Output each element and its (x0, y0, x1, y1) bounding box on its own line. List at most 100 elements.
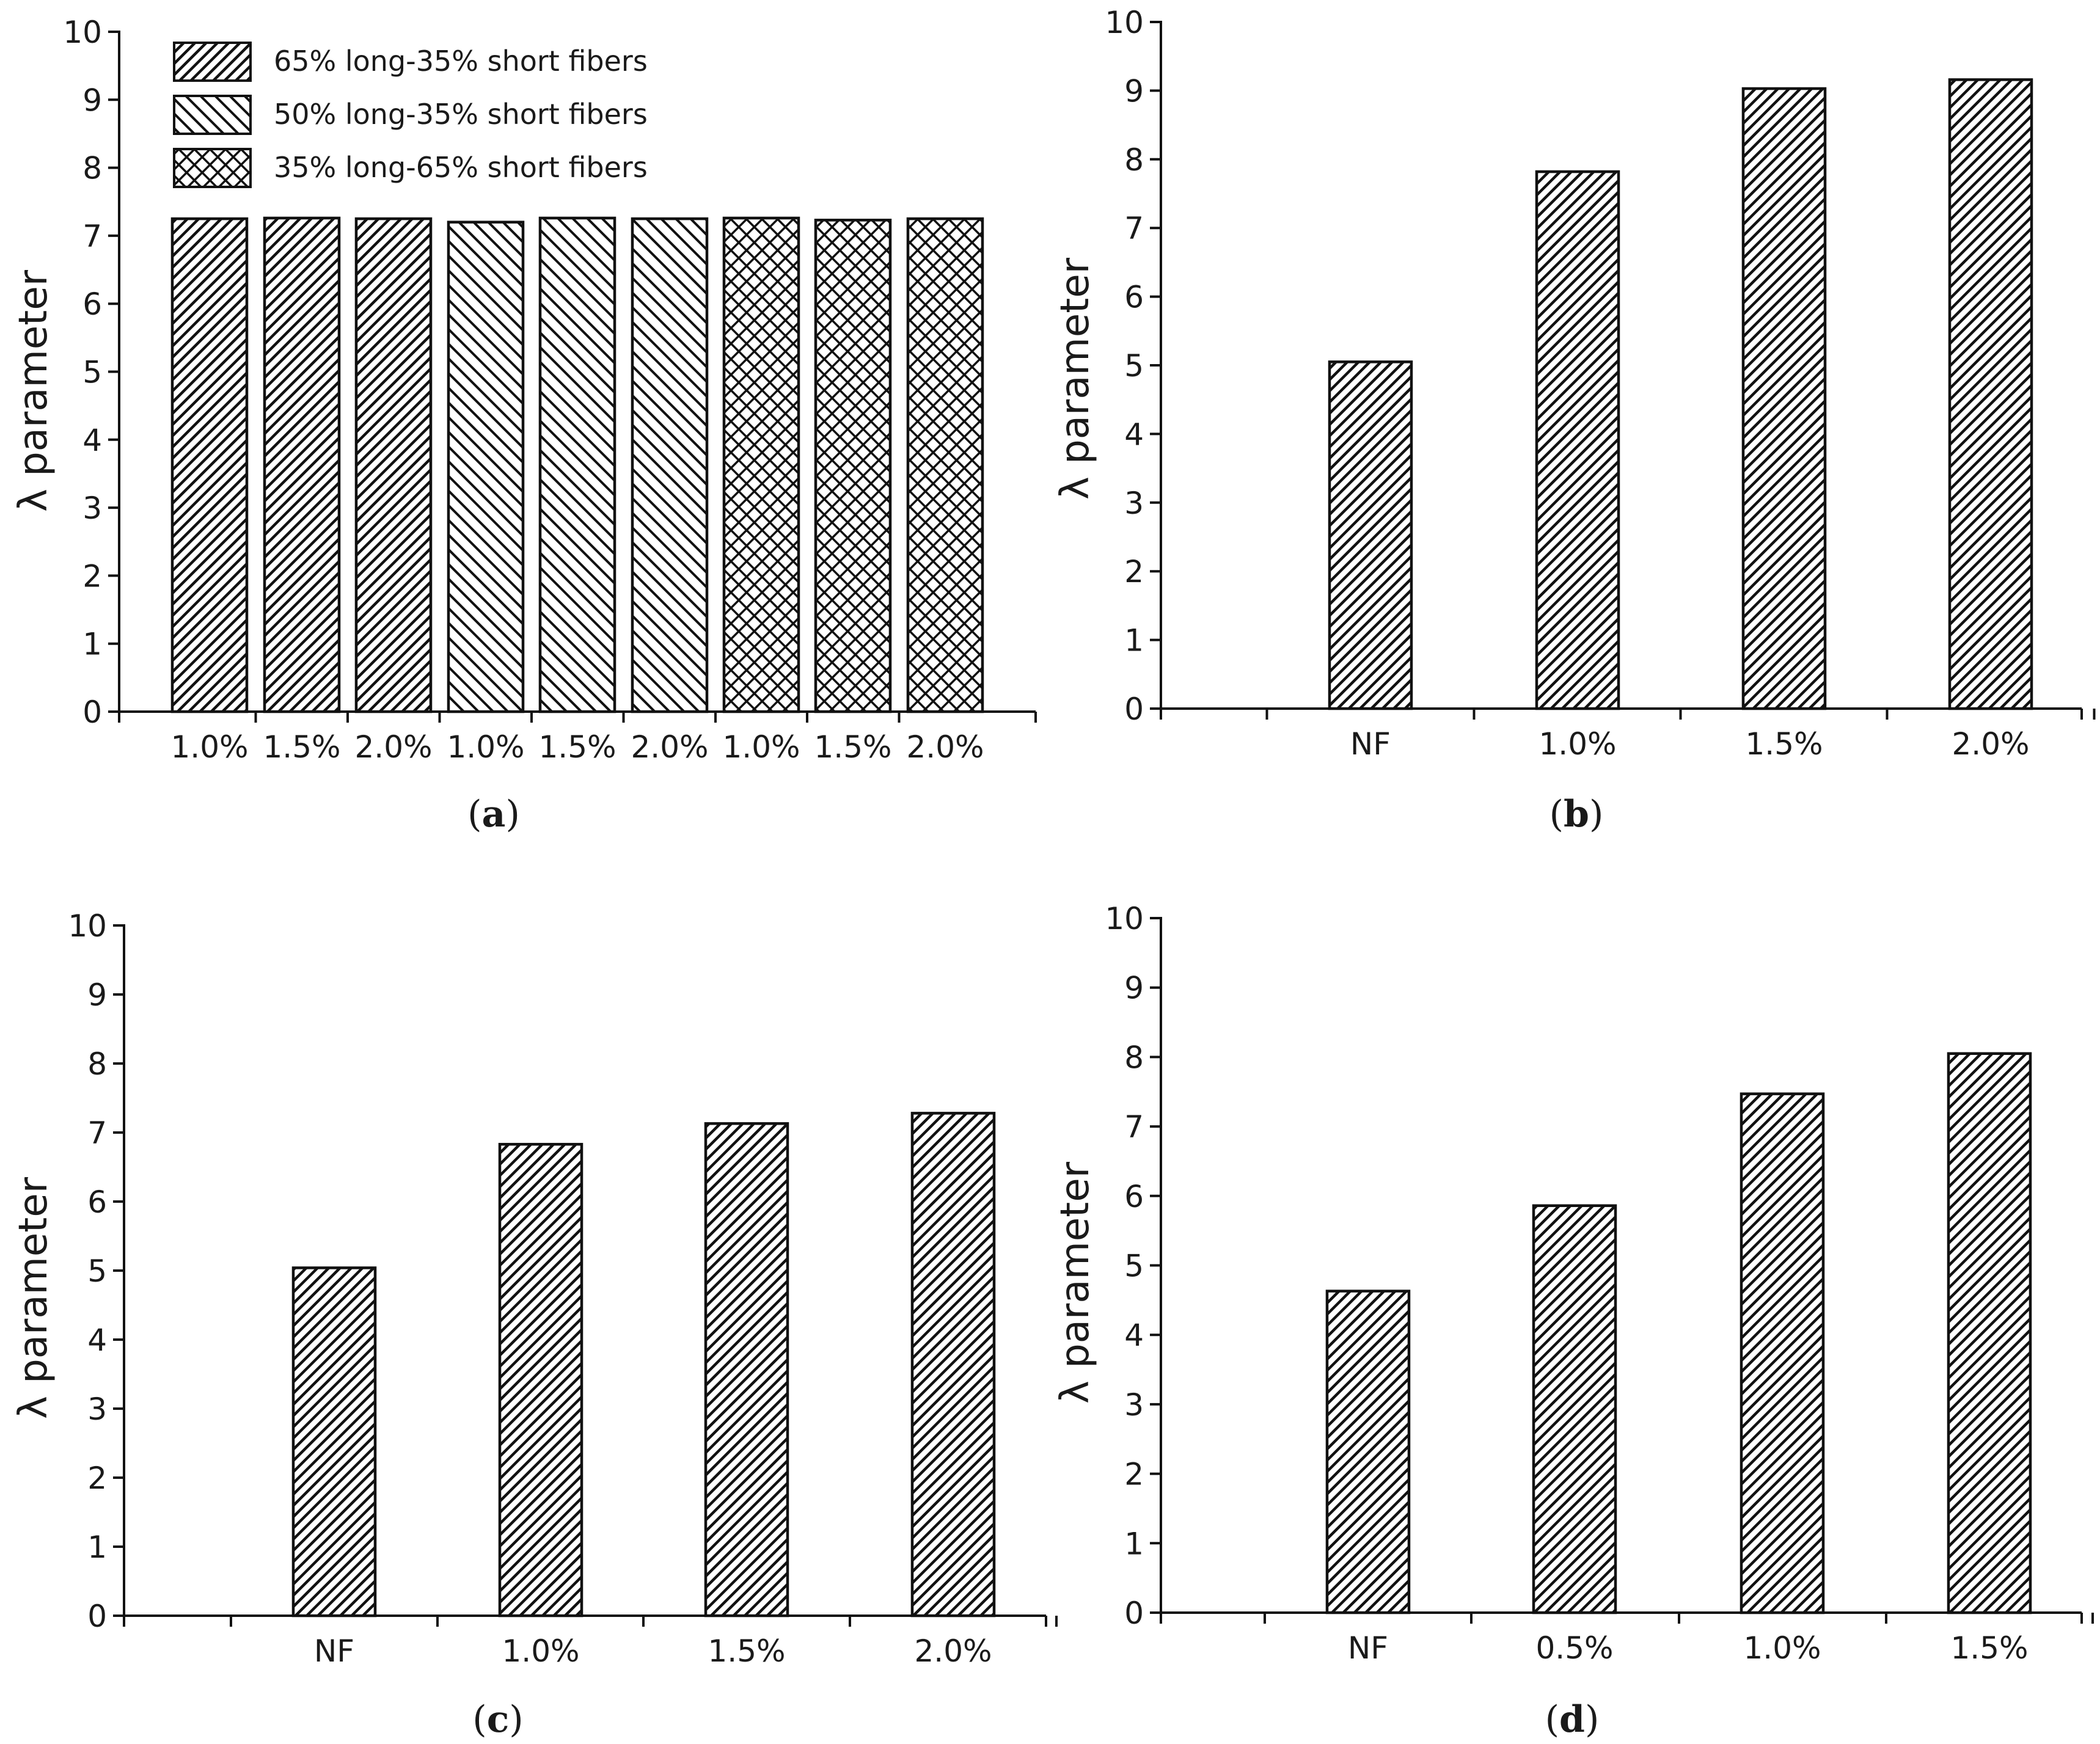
y-tick-label: 7 (1124, 1109, 1144, 1145)
y-tick-label: 2 (1124, 554, 1144, 589)
bar-b-0 (1328, 360, 1413, 710)
bar-a-0 (170, 217, 249, 713)
panel-d-label: (d) (1545, 1698, 1600, 1741)
x-tick-label: 1.0% (502, 1633, 579, 1669)
bar-a-5 (631, 217, 709, 713)
panel-a-legend: 65% long-35% short fibers 50% long-35% s… (173, 42, 648, 188)
y-tick-label: 0 (82, 695, 102, 730)
paren-open: ( (472, 1698, 486, 1741)
y-tick-label: 3 (82, 491, 102, 526)
legend-label-50-long: 50% long-35% short fibers (274, 98, 648, 131)
y-tick-label: 1 (1124, 623, 1144, 659)
bar-a-3 (447, 221, 525, 713)
panel-b-y-axis-label: λ parameter (1053, 257, 1098, 500)
panel-a-label-text: (a) (467, 793, 520, 836)
y-tick-label: 3 (1124, 486, 1144, 521)
panel-b-label: (b) (1549, 793, 1604, 836)
x-tick-label: 1.5% (1745, 726, 1823, 762)
legend-swatch-65-long (173, 42, 252, 82)
panel-d-x-axis-ticks: NF 0.5% 1.0% 1.5% (1160, 1611, 2094, 1666)
y-tick-label: 5 (87, 1253, 107, 1289)
legend-swatch-35-long (173, 148, 252, 188)
x-tick-label: 1.5% (263, 729, 340, 765)
y-tick-label: 8 (87, 1046, 107, 1082)
x-tick-label: 1.0% (170, 729, 248, 765)
panel-d-y-axis-label: λ parameter (1053, 1161, 1098, 1404)
y-tick-label: 3 (1124, 1387, 1144, 1423)
y-tick-label: 6 (1124, 1179, 1144, 1214)
panel-c-y-axis-ticks: 0 1 2 3 4 5 6 7 8 9 10 (68, 908, 125, 1634)
paren-open: ( (1549, 793, 1564, 836)
y-tick-label: 5 (82, 355, 102, 390)
x-tick-label: 2.0% (631, 729, 708, 765)
paren-close: ) (1585, 1698, 1599, 1741)
y-tick-label: 0 (87, 1599, 107, 1634)
panel-a-y-axis-label: λ parameter (11, 269, 56, 512)
x-tick-label: 2.0% (1952, 726, 2029, 762)
y-tick-label: 9 (82, 82, 102, 118)
x-tick-label: 2.0% (354, 729, 432, 765)
bar-c-1 (498, 1142, 584, 1618)
x-tick-label: 0.5% (1535, 1630, 1613, 1666)
x-tick-label: 1.0% (722, 729, 800, 765)
bar-b-2 (1741, 87, 1827, 710)
panel-b-x-axis-ticks: NF 1.0% 1.5% 2.0% (1160, 707, 2096, 762)
bar-b-1 (1535, 170, 1620, 710)
y-tick-label: 3 (87, 1392, 107, 1427)
y-tick-label: 1 (82, 627, 102, 662)
bar-a-7 (814, 219, 892, 713)
x-tick-label: 1.5% (814, 729, 891, 765)
panel-c-y-axis-label: λ parameter (11, 1177, 56, 1419)
y-tick-label: 10 (1105, 5, 1144, 40)
bar-d-0 (1325, 1290, 1411, 1614)
y-tick-label: 0 (1124, 691, 1144, 727)
panel-d-y-axis-ticks: 0 1 2 3 4 5 6 7 8 9 10 (1105, 901, 1162, 1631)
x-tick-label: 1.0% (1538, 726, 1616, 762)
bar-d-3 (1947, 1052, 2032, 1614)
bar-c-0 (291, 1266, 377, 1618)
y-tick-label: 2 (1124, 1457, 1144, 1492)
panel-c-label-text: (c) (472, 1698, 523, 1741)
y-tick-label: 6 (87, 1184, 107, 1220)
bar-d-2 (1740, 1092, 1825, 1614)
legend-label-65-long: 65% long-35% short fibers (274, 45, 648, 78)
bar-a-6 (722, 216, 800, 713)
y-tick-label: 4 (82, 423, 102, 458)
y-tick-label: 6 (82, 286, 102, 322)
panel-a-bars (170, 216, 984, 713)
y-tick-label: 7 (87, 1115, 107, 1151)
bar-c-3 (910, 1112, 996, 1618)
legend-swatch-50-long (173, 95, 252, 135)
y-tick-label: 0 (1124, 1596, 1144, 1631)
y-tick-label: 10 (1105, 901, 1144, 936)
panel-b-y-axis-ticks: 0 1 2 3 4 5 6 7 8 9 10 (1105, 5, 1162, 727)
bar-a-8 (906, 217, 984, 713)
bar-a-1 (263, 216, 341, 713)
panel-a-x-axis-ticks: 1.0% 1.5% 2.0% 1.0% 1.5% 2.0% 1.0% 1.5% 2.0% (118, 710, 1037, 765)
x-tick-label: 1.0% (447, 729, 524, 765)
bar-d-1 (1532, 1204, 1617, 1614)
y-tick-label: 4 (87, 1323, 107, 1358)
panel-a-label: (a) (467, 793, 520, 836)
panel-letter: c (487, 1698, 510, 1741)
x-tick-label: 1.5% (708, 1633, 785, 1669)
panel-c-label: (c) (472, 1698, 523, 1741)
y-tick-label: 6 (1124, 280, 1144, 315)
y-tick-label: 4 (1124, 1318, 1144, 1353)
y-tick-label: 10 (63, 15, 102, 50)
y-tick-label: 2 (82, 558, 102, 594)
x-tick-label: NF (1350, 726, 1391, 762)
y-tick-label: 7 (82, 219, 102, 254)
paren-open: ( (1545, 1698, 1559, 1741)
paren-open: ( (467, 793, 481, 836)
y-tick-label: 1 (87, 1530, 107, 1565)
y-tick-label: 10 (68, 908, 107, 944)
bar-a-2 (354, 217, 433, 713)
paren-close: ) (1589, 793, 1603, 836)
bar-a-4 (538, 216, 616, 713)
panel-b-label-text: (b) (1549, 793, 1604, 836)
